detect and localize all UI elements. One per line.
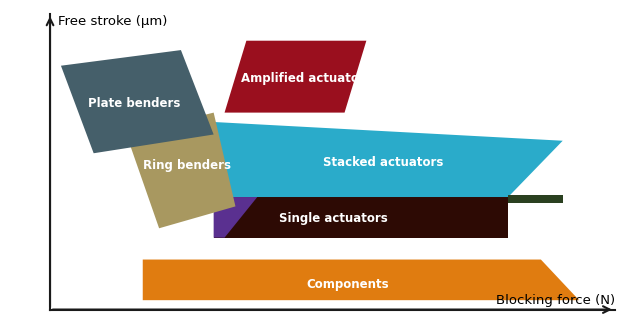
- Polygon shape: [214, 197, 508, 238]
- Text: Amplified actuator: Amplified actuator: [241, 72, 365, 85]
- Text: Free stroke (μm): Free stroke (μm): [58, 15, 168, 28]
- Text: Plate benders: Plate benders: [88, 97, 180, 110]
- Text: Stacked actuators: Stacked actuators: [323, 156, 443, 169]
- Polygon shape: [143, 260, 579, 300]
- Text: Blocking force (N): Blocking force (N): [495, 294, 615, 307]
- Text: Single actuators: Single actuators: [279, 212, 388, 226]
- Polygon shape: [225, 41, 366, 113]
- Polygon shape: [126, 113, 236, 228]
- Polygon shape: [214, 197, 257, 238]
- Text: Ring benders: Ring benders: [143, 159, 231, 172]
- Text: Components: Components: [307, 278, 389, 291]
- Polygon shape: [61, 50, 214, 153]
- Polygon shape: [214, 122, 563, 197]
- Polygon shape: [508, 196, 563, 203]
